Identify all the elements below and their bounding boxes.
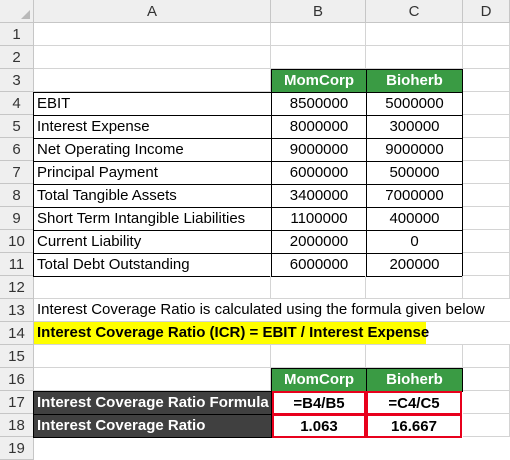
row-header-4[interactable]: 4 bbox=[0, 92, 34, 115]
table-row-label[interactable]: Short Term Intangible Liabilities bbox=[33, 207, 272, 231]
cell-c15[interactable] bbox=[366, 345, 463, 368]
row-14-background bbox=[34, 322, 510, 345]
table-cell-momcorp[interactable]: 9000000 bbox=[271, 138, 367, 162]
formula-bioherb-cell[interactable]: =C4/C5 bbox=[366, 391, 462, 415]
cell-d3[interactable] bbox=[463, 69, 510, 92]
row-header-13[interactable]: 13 bbox=[0, 299, 34, 322]
table-cell-bioherb[interactable]: 500000 bbox=[366, 161, 463, 185]
cell-d10[interactable] bbox=[463, 230, 510, 253]
cell-d15[interactable] bbox=[463, 345, 510, 368]
cell-d9[interactable] bbox=[463, 207, 510, 230]
table-cell-bioherb[interactable]: 0 bbox=[366, 230, 463, 254]
table-row-label[interactable]: Principal Payment bbox=[33, 161, 272, 185]
row-header-14[interactable]: 14 bbox=[0, 322, 34, 345]
table-row-label[interactable]: Current Liability bbox=[33, 230, 272, 254]
cell-d8[interactable] bbox=[463, 184, 510, 207]
formula-momcorp-cell[interactable]: =B4/B5 bbox=[272, 391, 366, 415]
cell-d11[interactable] bbox=[463, 253, 510, 276]
cell-d7[interactable] bbox=[463, 161, 510, 184]
cell-d1[interactable] bbox=[463, 23, 510, 46]
row-header-18[interactable]: 18 bbox=[0, 414, 34, 437]
table-cell-bioherb[interactable]: 400000 bbox=[366, 207, 463, 231]
table-row-label[interactable]: Interest Expense bbox=[33, 115, 272, 139]
cell-d12[interactable] bbox=[463, 276, 510, 299]
table-cell-bioherb[interactable]: 5000000 bbox=[366, 92, 463, 116]
formula-row-label[interactable]: Interest Coverage Ratio Formula bbox=[33, 391, 272, 415]
cell-d5[interactable] bbox=[463, 115, 510, 138]
table-row-label[interactable]: Total Debt Outstanding bbox=[33, 253, 272, 277]
ratio-momcorp-cell[interactable]: 1.063 bbox=[272, 414, 366, 438]
column-header-b[interactable]: B bbox=[271, 0, 366, 23]
table-cell-momcorp[interactable]: 8000000 bbox=[271, 115, 367, 139]
cell-b2[interactable] bbox=[271, 46, 366, 69]
select-all-corner[interactable] bbox=[0, 0, 34, 23]
cell-b1[interactable] bbox=[271, 23, 366, 46]
row-header-7[interactable]: 7 bbox=[0, 161, 34, 184]
row-header-17[interactable]: 17 bbox=[0, 391, 34, 414]
ratio-bioherb-cell[interactable]: 16.667 bbox=[366, 414, 462, 438]
table-header-bioherb[interactable]: Bioherb bbox=[366, 69, 463, 93]
cell-d17[interactable] bbox=[463, 391, 510, 414]
table-cell-momcorp[interactable]: 8500000 bbox=[271, 92, 367, 116]
table-cell-momcorp[interactable]: 3400000 bbox=[271, 184, 367, 208]
row-header-19[interactable]: 19 bbox=[0, 437, 34, 460]
cell-a15[interactable] bbox=[34, 345, 271, 368]
table-cell-bioherb[interactable]: 300000 bbox=[366, 115, 463, 139]
table-cell-bioherb[interactable]: 200000 bbox=[366, 253, 463, 277]
cell-a2[interactable] bbox=[34, 46, 271, 69]
cell-a1[interactable] bbox=[34, 23, 271, 46]
cell-d16[interactable] bbox=[463, 368, 510, 391]
row-header-11[interactable]: 11 bbox=[0, 253, 34, 276]
formula-note-text[interactable]: Interest Coverage Ratio is calculated us… bbox=[34, 299, 510, 322]
cell-c1[interactable] bbox=[366, 23, 463, 46]
table-cell-momcorp[interactable]: 6000000 bbox=[271, 161, 367, 185]
row-header-9[interactable]: 9 bbox=[0, 207, 34, 230]
row-header-12[interactable]: 12 bbox=[0, 276, 34, 299]
row-header-10[interactable]: 10 bbox=[0, 230, 34, 253]
row-header-5[interactable]: 5 bbox=[0, 115, 34, 138]
row-header-1[interactable]: 1 bbox=[0, 23, 34, 46]
row-header-8[interactable]: 8 bbox=[0, 184, 34, 207]
result-header-bioherb[interactable]: Bioherb bbox=[366, 368, 463, 392]
cell-b15[interactable] bbox=[271, 345, 366, 368]
cell-c12[interactable] bbox=[366, 276, 463, 299]
row-header-15[interactable]: 15 bbox=[0, 345, 34, 368]
icr-formula-highlight[interactable]: Interest Coverage Ratio (ICR) = EBIT / I… bbox=[34, 322, 429, 344]
row-header-16[interactable]: 16 bbox=[0, 368, 34, 391]
column-header-c[interactable]: C bbox=[366, 0, 463, 23]
table-cell-momcorp[interactable]: 1100000 bbox=[271, 207, 367, 231]
row-header-2[interactable]: 2 bbox=[0, 46, 34, 69]
table-cell-momcorp[interactable]: 6000000 bbox=[271, 253, 367, 277]
cell-d2[interactable] bbox=[463, 46, 510, 69]
result-header-momcorp[interactable]: MomCorp bbox=[271, 368, 367, 392]
row-header-3[interactable]: 3 bbox=[0, 69, 34, 92]
table-cell-bioherb[interactable]: 7000000 bbox=[366, 184, 463, 208]
table-row-label[interactable]: Total Tangible Assets bbox=[33, 184, 272, 208]
cell-b12[interactable] bbox=[271, 276, 366, 299]
cell-d4[interactable] bbox=[463, 92, 510, 115]
table-header-momcorp[interactable]: MomCorp bbox=[271, 69, 367, 93]
table-row-label[interactable]: EBIT bbox=[33, 92, 272, 116]
table-row-label[interactable]: Net Operating Income bbox=[33, 138, 272, 162]
cell-c2[interactable] bbox=[366, 46, 463, 69]
cell-a3[interactable] bbox=[34, 69, 271, 92]
row-header-6[interactable]: 6 bbox=[0, 138, 34, 161]
column-header-d[interactable]: D bbox=[463, 0, 510, 23]
cell-d18[interactable] bbox=[463, 414, 510, 437]
cell-a12[interactable] bbox=[34, 276, 271, 299]
column-header-a[interactable]: A bbox=[34, 0, 271, 23]
table-cell-momcorp[interactable]: 2000000 bbox=[271, 230, 367, 254]
cell-a16[interactable] bbox=[34, 368, 271, 391]
table-cell-bioherb[interactable]: 9000000 bbox=[366, 138, 463, 162]
cell-d6[interactable] bbox=[463, 138, 510, 161]
ratio-row-label[interactable]: Interest Coverage Ratio bbox=[33, 414, 272, 438]
